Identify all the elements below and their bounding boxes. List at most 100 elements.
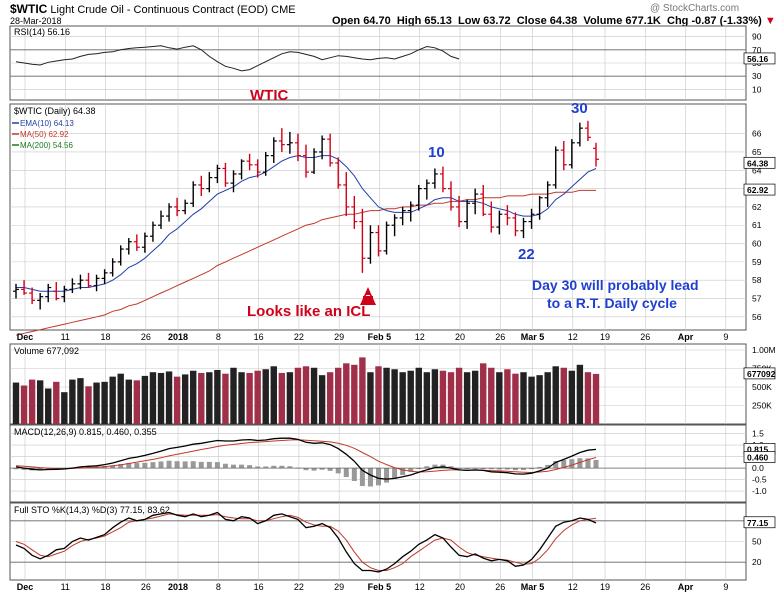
macd-histogram-bar xyxy=(21,468,27,470)
ma50-last-label: 62.92 xyxy=(747,185,769,195)
volume-y-tick: 250K xyxy=(752,401,772,411)
volume-bar xyxy=(101,381,108,424)
macd-histogram-bar xyxy=(408,468,414,472)
x-tick-label: 22 xyxy=(294,332,304,342)
volume-bar xyxy=(423,372,431,424)
x-tick-label: 16 xyxy=(254,332,264,342)
volume-bar xyxy=(391,369,398,424)
x-tick-label: 29 xyxy=(334,332,344,342)
volume-bar xyxy=(439,370,447,424)
macd-histogram-bar xyxy=(239,464,245,469)
macd-histogram-bar xyxy=(255,466,261,469)
macd-signal-last-label: 0.460 xyxy=(747,453,769,463)
macd-histogram-bar xyxy=(351,468,357,481)
macd-histogram-bar xyxy=(359,468,365,487)
x-tick-label: 20 xyxy=(455,582,465,592)
volume-bar xyxy=(181,374,189,424)
chart-header: $WTIC Light Crude Oil - Continuous Contr… xyxy=(0,0,781,30)
volume-bar xyxy=(93,382,100,424)
macd-histogram-bar xyxy=(231,464,236,469)
x-tick-label: 26 xyxy=(495,332,505,342)
open-value: 64.70 xyxy=(363,15,391,27)
volume-y-tick: 1.00M xyxy=(752,345,776,355)
volume-bar xyxy=(375,366,382,424)
macd-histogram-bar xyxy=(577,458,583,469)
macd-histogram-bar xyxy=(110,465,116,469)
x-tick-label: 29 xyxy=(334,582,344,592)
volume-bar xyxy=(28,379,36,424)
volume-bar xyxy=(415,367,422,424)
x-tick-label: Dec xyxy=(17,332,34,342)
macd-histogram-bar xyxy=(488,468,494,470)
macd-histogram-bar xyxy=(182,461,188,469)
volume-bar xyxy=(560,367,567,424)
rsi-last-label-box xyxy=(743,52,776,65)
chg-label: Chg xyxy=(667,15,689,27)
macd-histogram-bar xyxy=(134,463,140,469)
x-tick-label: 26 xyxy=(141,582,151,592)
volume-bar xyxy=(326,372,334,424)
macd-histogram-bar xyxy=(279,465,285,469)
x-tick-label: Apr xyxy=(678,582,694,592)
rsi-y-tick: 90 xyxy=(752,32,762,42)
volume-bar xyxy=(190,370,197,424)
volume-bar xyxy=(230,367,237,424)
ma50-last-label-box xyxy=(743,183,776,196)
price-y-tick: 57 xyxy=(752,294,762,304)
volume-bar xyxy=(318,375,326,424)
annotation-twentytwo: 22 xyxy=(518,246,535,263)
x-tick-label: 20 xyxy=(455,332,465,342)
volume-bar xyxy=(471,370,479,424)
x-tick-label: 12 xyxy=(568,582,578,592)
rsi-last-label: 56.16 xyxy=(747,54,769,64)
volume-bar xyxy=(383,367,390,424)
x-tick-label: Mar 5 xyxy=(521,332,545,342)
volume-bar xyxy=(335,367,342,424)
macd-histogram-bar xyxy=(537,466,543,469)
volume-bar xyxy=(173,376,181,424)
macd-y-tick: -1.0 xyxy=(752,486,767,496)
volume-bar xyxy=(512,373,519,424)
close-value: 64.38 xyxy=(549,15,578,27)
volume-bar xyxy=(12,382,20,424)
macd-histogram-bar xyxy=(287,466,293,469)
macd-histogram-bar xyxy=(319,468,325,470)
macd-signal-line xyxy=(15,439,597,474)
macd-histogram-bar xyxy=(166,460,172,469)
macd-histogram-bar xyxy=(521,468,526,470)
volume-bar xyxy=(149,372,157,424)
low-label: Low xyxy=(458,15,481,27)
x-tick-label: Apr xyxy=(678,332,694,342)
sto-title: Full STO %K(14,3) %D(3) 77.15, 83.62 xyxy=(14,505,170,515)
volume-bar xyxy=(552,366,559,424)
volume-bar xyxy=(133,380,141,424)
volume-bar xyxy=(45,388,52,424)
volume-bar xyxy=(294,367,302,424)
macd-histogram-bar xyxy=(45,468,51,470)
macd-y-tick: 0.0 xyxy=(752,463,764,473)
price-y-tick: 61 xyxy=(752,220,762,230)
macd-histogram-bar xyxy=(480,468,486,470)
volume-bar xyxy=(141,375,149,424)
macd-y-tick: 1.5 xyxy=(752,429,764,439)
macd-histogram-bar xyxy=(214,462,220,469)
price-last-label-box xyxy=(743,156,776,169)
macd-histogram-bar xyxy=(263,466,269,469)
macd-line xyxy=(15,437,597,480)
x-tick-label: 9 xyxy=(723,332,728,342)
price-y-tick: 65 xyxy=(752,147,762,157)
macd-y-tick: -0.5 xyxy=(752,475,767,485)
macd-histogram-bar xyxy=(464,468,470,470)
price-y-tick: 58 xyxy=(752,275,762,285)
volume-bar xyxy=(20,385,28,424)
price-y-tick: 62 xyxy=(752,202,762,212)
volume-bar xyxy=(238,372,245,424)
x-tick-label: 19 xyxy=(600,582,610,592)
rsi-title: RSI(14) 56.16 xyxy=(14,27,70,37)
annotation-thirty: 30 xyxy=(571,100,588,117)
x-tick-label: 12 xyxy=(415,582,425,592)
x-tick-label: 18 xyxy=(101,582,111,592)
macd-histogram-bar xyxy=(569,459,575,469)
